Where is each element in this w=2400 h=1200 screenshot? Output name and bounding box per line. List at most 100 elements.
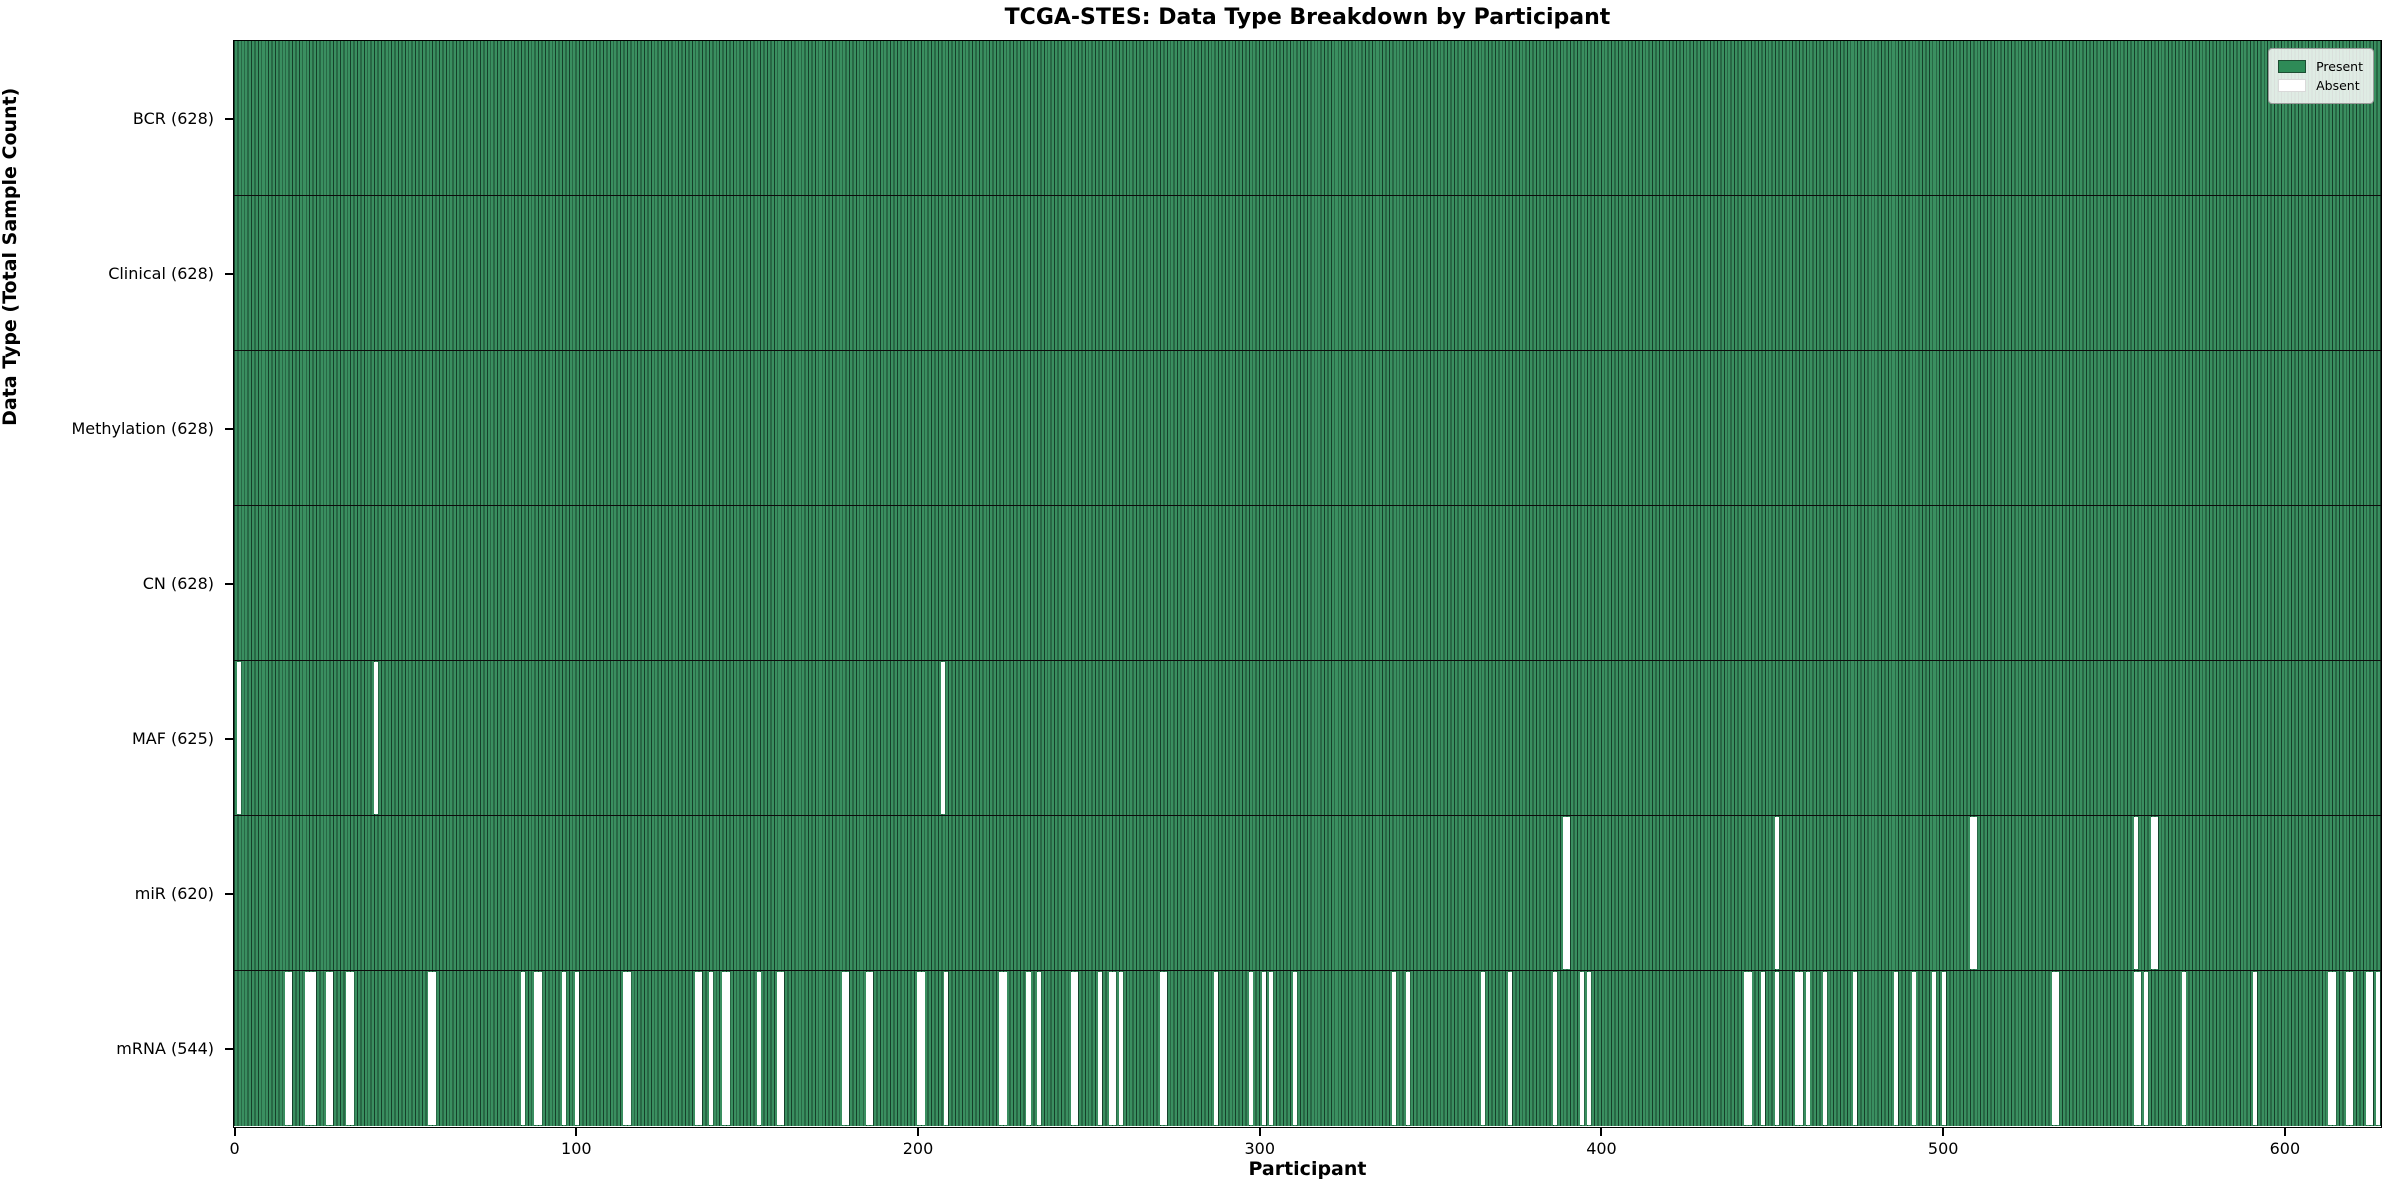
absent-bar-mrna-136 <box>698 972 703 1125</box>
legend-entry-present: Present <box>2278 58 2363 75</box>
xtick-mark <box>233 1128 236 1136</box>
absent-bar-mir-451 <box>1774 817 1779 969</box>
absent-bar-mrna-201 <box>920 972 925 1125</box>
absent-bar-mrna-115 <box>626 972 631 1125</box>
absent-bar-mrna-365 <box>1480 972 1485 1125</box>
absent-bar-mrna-100 <box>575 972 580 1125</box>
absent-bar-mrna-618 <box>2345 972 2350 1125</box>
absent-bar-mrna-613 <box>2328 972 2333 1125</box>
absent-bar-mrna-297 <box>1248 972 1253 1125</box>
absent-bar-mrna-465 <box>1822 972 1827 1125</box>
absent-bar-mrna-235 <box>1036 972 1041 1125</box>
xtick-mark <box>1600 1128 1603 1136</box>
absent-bar-mrna-287 <box>1214 972 1219 1125</box>
ytick-mark <box>225 1048 233 1051</box>
xtick-mark <box>1258 1128 1261 1136</box>
ytick-label-bcr: BCR (628) <box>132 109 214 129</box>
ytick-mark <box>225 273 233 276</box>
xtick-mark <box>2283 1128 2286 1136</box>
absent-bar-mrna-272 <box>1163 972 1168 1125</box>
absent-bar-mrna-256 <box>1108 972 1113 1125</box>
absent-bar-mrna-271 <box>1159 972 1164 1125</box>
row-bcr <box>234 41 2381 196</box>
absent-bar-mrna-442 <box>1744 972 1749 1125</box>
row-maf <box>234 661 2381 816</box>
ytick-mark <box>225 118 233 121</box>
legend-present-label: Present <box>2316 59 2363 74</box>
xtick-label-300: 300 <box>1244 1139 1276 1158</box>
absent-bar-mrna-88 <box>534 972 539 1125</box>
absent-bar-mir-509 <box>1973 817 1978 969</box>
x-axis-label: Participant <box>1248 1158 1367 1180</box>
absent-bar-mir-508 <box>1969 817 1974 969</box>
absent-bar-mrna-624 <box>2366 972 2371 1125</box>
ytick-label-mir: miR (620) <box>134 884 214 904</box>
xtick-label-0: 0 <box>229 1139 240 1158</box>
absent-bar-mrna-23 <box>312 972 317 1125</box>
absent-bar-mrna-185 <box>865 972 870 1125</box>
absent-bar-mrna-22 <box>308 972 313 1125</box>
ytick-mark <box>225 583 233 586</box>
absent-bar-mrna-625 <box>2369 972 2374 1125</box>
absent-bar-mrna-570 <box>2181 972 2186 1125</box>
chart-title: TCGA-STES: Data Type Breakdown by Partic… <box>1004 5 1611 30</box>
row-mrna <box>234 971 2381 1126</box>
absent-bar-mrna-373 <box>1508 972 1513 1125</box>
ytick-label-methylation: Methylation (628) <box>71 419 214 439</box>
ytick-mark <box>225 738 233 741</box>
absent-bar-mrna-139 <box>708 972 713 1125</box>
absent-bar-mrna-556 <box>2133 972 2138 1125</box>
absent-bar-mrna-559 <box>2143 972 2148 1125</box>
absent-bar-mrna-84 <box>520 972 525 1125</box>
absent-bar-mrna-160 <box>780 972 785 1125</box>
absent-bar-mrna-245 <box>1070 972 1075 1125</box>
absent-bar-mir-562 <box>2154 817 2159 969</box>
absent-bar-mrna-178 <box>841 972 846 1125</box>
absent-bar-mrna-394 <box>1580 972 1585 1125</box>
absent-bar-mrna-458 <box>1798 972 1803 1125</box>
ytick-label-cn: CN (628) <box>142 574 214 594</box>
absent-bar-mrna-386 <box>1552 972 1557 1125</box>
absent-bar-mrna-497 <box>1932 972 1937 1125</box>
absent-bar-mrna-301 <box>1262 972 1267 1125</box>
xtick-mark <box>575 1128 578 1136</box>
absent-bar-mrna-532 <box>2051 972 2056 1125</box>
absent-bar-maf-41 <box>373 662 378 814</box>
absent-bar-mrna-232 <box>1026 972 1031 1125</box>
xtick-mark <box>1942 1128 1945 1136</box>
absent-bar-mrna-447 <box>1761 972 1766 1125</box>
absent-bar-mrna-457 <box>1795 972 1800 1125</box>
absent-bar-mrna-533 <box>2055 972 2060 1125</box>
absent-bar-mrna-396 <box>1586 972 1591 1125</box>
absent-bar-mrna-208 <box>944 972 949 1125</box>
ytick-label-clinical: Clinical (628) <box>108 264 214 284</box>
absent-bar-mrna-28 <box>329 972 334 1125</box>
absent-bar-mrna-89 <box>537 972 542 1125</box>
absent-bar-mrna-339 <box>1392 972 1397 1125</box>
absent-bar-mrna-557 <box>2137 972 2142 1125</box>
legend-absent-swatch <box>2278 79 2307 92</box>
absent-bar-mir-389 <box>1562 817 1567 969</box>
absent-bar-mrna-451 <box>1774 972 1779 1125</box>
absent-bar-maf-1 <box>237 662 242 814</box>
absent-bar-mrna-57 <box>428 972 433 1125</box>
absent-bar-mrna-15 <box>284 972 289 1125</box>
absent-bar-mrna-627 <box>2376 972 2381 1125</box>
absent-bar-mrna-246 <box>1074 972 1079 1125</box>
xtick-mark <box>917 1128 920 1136</box>
xtick-label-500: 500 <box>1927 1139 1959 1158</box>
legend-present-swatch <box>2278 60 2307 73</box>
xtick-label-200: 200 <box>902 1139 934 1158</box>
absent-bar-mrna-58 <box>431 972 436 1125</box>
absent-bar-mrna-310 <box>1293 972 1298 1125</box>
row-mir <box>234 816 2381 971</box>
absent-bar-mrna-343 <box>1405 972 1410 1125</box>
absent-bar-mrna-21 <box>305 972 310 1125</box>
xtick-label-400: 400 <box>1586 1139 1617 1158</box>
absent-bar-mrna-491 <box>1911 972 1916 1125</box>
absent-bar-mrna-200 <box>917 972 922 1125</box>
absent-bar-mrna-16 <box>288 972 293 1125</box>
absent-bar-mrna-253 <box>1098 972 1103 1125</box>
row-methylation <box>234 351 2381 506</box>
absent-bar-mrna-186 <box>869 972 874 1125</box>
